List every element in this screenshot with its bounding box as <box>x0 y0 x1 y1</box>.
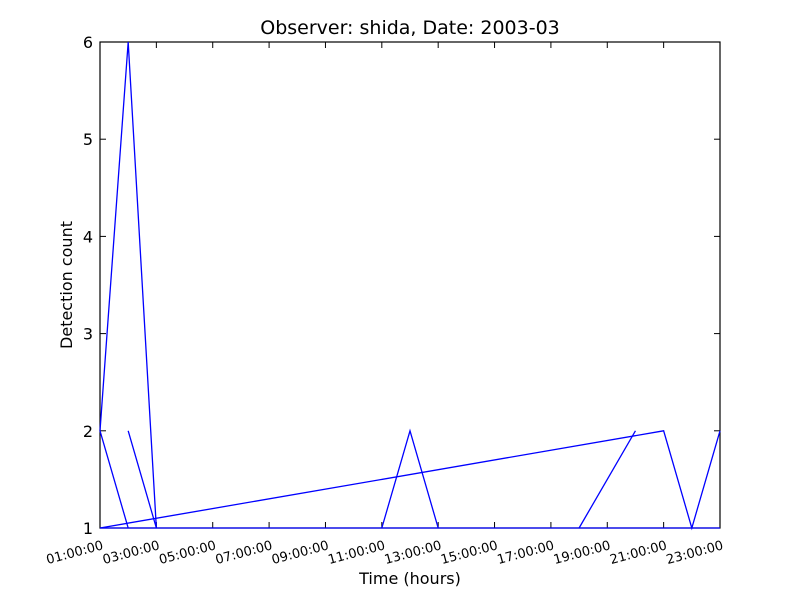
series-line-group <box>99 41 721 531</box>
x-axis-label: Time (hours) <box>358 569 461 588</box>
series-line-segment <box>99 430 721 531</box>
x-tick-label: 21:00:00 <box>608 538 668 568</box>
y-axis-label: Detection count <box>57 221 76 349</box>
series-line-segment <box>127 430 157 529</box>
y-tick-label: 6 <box>83 33 93 52</box>
series-line-segment <box>99 430 129 529</box>
plot-area-frame <box>99 41 721 529</box>
series-line-segment <box>99 41 158 529</box>
x-tick-label: 13:00:00 <box>383 538 443 568</box>
x-tick-label: 05:00:00 <box>157 538 217 568</box>
y-tick-label: 1 <box>83 519 93 538</box>
series-line-segment <box>578 430 637 529</box>
y-tick-label: 3 <box>83 325 93 344</box>
x-tick-label: 09:00:00 <box>270 538 330 568</box>
y-axis: 1 2 3 4 5 6 <box>83 33 720 538</box>
x-axis: 01:00:0003:00:0005:00:0007:00:0009:00:00… <box>45 42 725 568</box>
x-tick-label: 23:00:00 <box>665 538 725 568</box>
x-tick-label: 07:00:00 <box>214 538 274 568</box>
chart-title: Observer: shida, Date: 2003-03 <box>260 17 560 39</box>
series-line-segment <box>381 428 439 529</box>
y-tick-label: 2 <box>83 422 93 441</box>
x-tick-label: 11:00:00 <box>327 538 387 568</box>
x-tick-label: 03:00:00 <box>101 538 161 568</box>
x-tick-label: 15:00:00 <box>439 538 499 568</box>
x-tick-label: 17:00:00 <box>496 538 556 568</box>
x-tick-label: 19:00:00 <box>552 538 612 568</box>
y-tick-label: 5 <box>83 130 93 149</box>
y-tick-label: 4 <box>83 227 93 246</box>
x-tick-label: 01:00:00 <box>45 538 105 568</box>
